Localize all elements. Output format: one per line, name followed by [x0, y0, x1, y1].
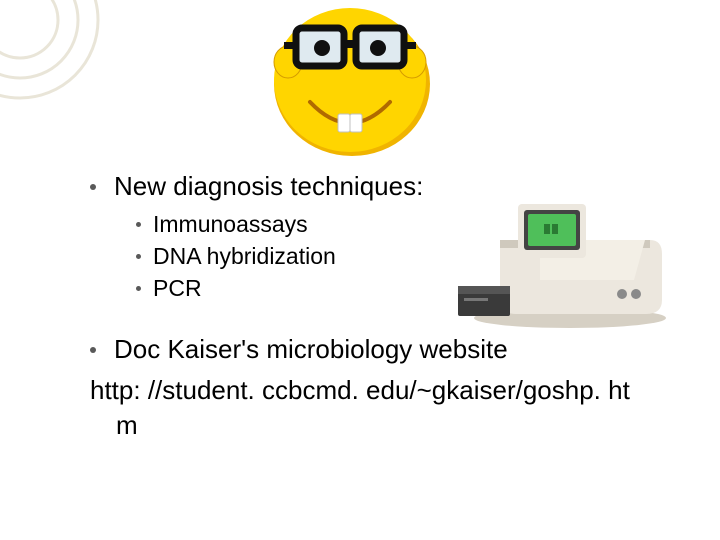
sub-text-1: Immunoassays: [153, 210, 308, 240]
sub-bullet-1: Immunoassays: [136, 210, 650, 240]
bullet-main-2: Doc Kaiser's microbiology website: [90, 333, 650, 367]
bullet-dot-icon: [90, 184, 96, 190]
corner-ring-decoration: [0, 0, 160, 160]
sub-bullet-3: PCR: [136, 274, 650, 304]
bullet-main-1: New diagnosis techniques:: [90, 170, 650, 204]
bullet-dot-icon: [136, 254, 141, 259]
bullet-dot-icon: [136, 222, 141, 227]
url-text: http: //student. ccbcmd. edu/~gkaiser/go…: [90, 373, 650, 443]
url-line-1: http: //student. ccbcmd. edu/~gkaiser/go…: [90, 373, 650, 408]
bullet-dot-icon: [90, 347, 96, 353]
smiley-glasses-graphic: [260, 0, 440, 164]
main-text-1: New diagnosis techniques:: [114, 170, 423, 204]
sub-text-3: PCR: [153, 274, 202, 304]
slide-content: New diagnosis techniques: Immunoassays D…: [90, 170, 650, 443]
url-line-2: m: [90, 408, 650, 443]
main-text-2: Doc Kaiser's microbiology website: [114, 333, 508, 367]
sub-bullet-list: Immunoassays DNA hybridization PCR: [136, 210, 650, 304]
bullet-dot-icon: [136, 286, 141, 291]
sub-text-2: DNA hybridization: [153, 242, 336, 272]
sub-bullet-2: DNA hybridization: [136, 242, 650, 272]
